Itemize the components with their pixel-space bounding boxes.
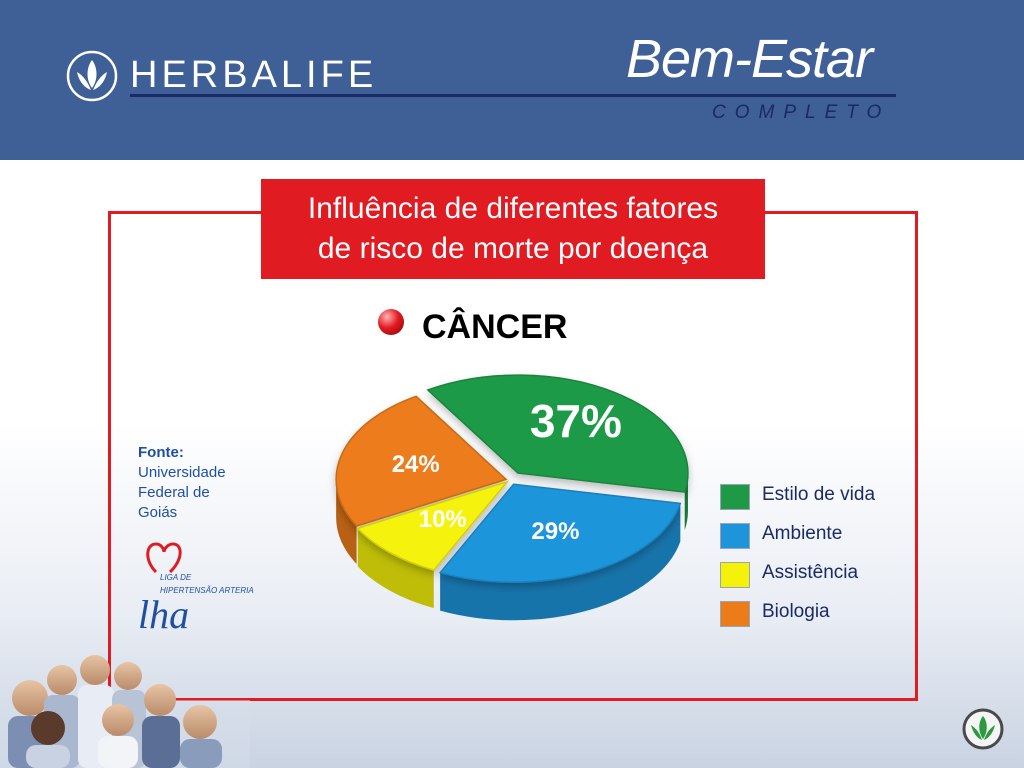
legend-swatch [720,484,750,510]
slide-title-line-1: Influência de diferentes fatores [307,192,719,225]
legend-label: Assistência [762,562,859,583]
pie-slice-side-0 [684,473,688,531]
lha-logo: LIGA DE HIPERTENSÃO ARTERIAL lha [138,542,254,634]
legend-swatch [720,562,750,588]
legend-label: Ambiente [762,523,843,544]
pie-chart: 37% 29% 10% 24% [335,374,689,621]
pie-slice-1 [438,483,682,584]
source-label: Fonte: [138,444,184,461]
pie-slice-side-2 [357,528,434,609]
pie-slice-side-1 [440,503,681,621]
brand-name: HERBALIFE [130,54,378,96]
lha-caption-1: LIGA DE [160,573,192,582]
lha-letters: lha [138,592,189,634]
pie-value-label-2: 10% [419,506,467,533]
people-photo [0,655,250,768]
slide-title-line-2: de risco de morte por doença [317,232,709,265]
brand-underline [130,94,896,97]
pie-slice-2 [356,480,510,571]
legend-label: Biologia [762,601,830,622]
product-subtitle: COMPLETO [712,102,891,123]
pie-value-label-0: 37% [530,395,622,447]
pie-slice-3 [335,395,508,527]
legend-swatch [720,523,750,549]
herbalife-leaf-icon [66,50,118,102]
legend-label: Estilo de vida [762,484,876,505]
source-note: Fonte: Universidade Federal de Goiás [138,443,248,523]
slide-title: Influência de diferentes fatores de risc… [261,179,765,279]
bullet-icon [378,309,404,335]
herbalife-corner-icon [962,708,1004,750]
lha-caption-2: HIPERTENSÃO ARTERIAL [160,586,254,595]
pie-slice-0 [426,374,689,493]
pie-slice-side-3 [336,479,357,564]
section-heading: CÂNCER [422,308,568,346]
pie-value-label-3: 24% [392,451,440,478]
legend-swatch [720,601,750,627]
header-banner: HERBALIFE Bem-Estar COMPLETO [0,0,1024,160]
source-text: Universidade Federal de Goiás [138,464,226,521]
product-title: Bem-Estar [626,29,873,89]
pie-value-label-1: 29% [531,518,579,545]
